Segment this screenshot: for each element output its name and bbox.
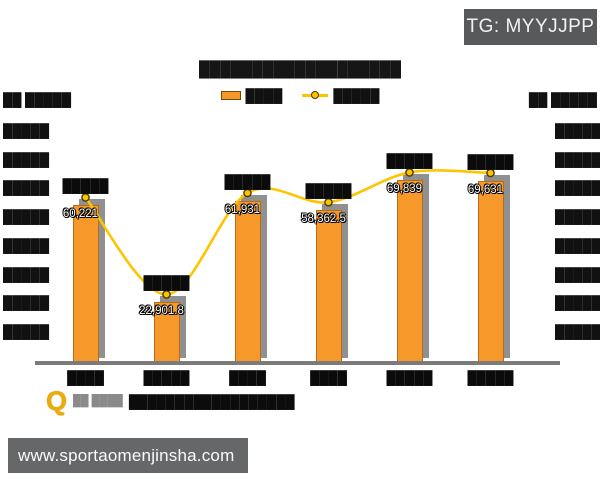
line-series-svg (81, 168, 495, 299)
x-category-label: ████ (310, 370, 347, 385)
right-axis-ticks: █████ █████ █████ █████ █████ █████ █████ █████ (555, 123, 600, 339)
x-category-label: █████ (143, 370, 190, 385)
axis-tick-label: █████ (3, 180, 50, 196)
source-logo-q-icon: Q (46, 386, 68, 416)
bar-value-label: 60,221 (62, 208, 99, 221)
bar-series-swatch-icon (220, 91, 241, 100)
axis-tick-label: █████ (555, 237, 600, 253)
line-point-marker-icon (324, 197, 333, 207)
line-value-label: █████ (143, 275, 190, 291)
x-category-label: █████ (386, 370, 433, 385)
telegram-badge: TG: MYYJJPP (464, 9, 597, 45)
line-series-swatch-icon (302, 90, 329, 99)
plot-area: 60,221 █████ ████ 22,901.8 █████ █████ 61,931 █… (45, 115, 531, 384)
bar (72, 205, 99, 362)
bar (396, 180, 423, 362)
source-pre-text: ██ ████ (73, 395, 123, 407)
bar-value-label: 61,931 (224, 203, 261, 216)
legend-bar-label: ████ (245, 88, 283, 103)
line-point-marker-icon (81, 193, 90, 202)
source-text: ██████████████████ (128, 394, 295, 409)
legend-line-label: █████ (333, 88, 380, 103)
website-banner: www.sportaomenjinsha.com (8, 438, 248, 473)
left-axis-unit-label: ██ █████ (3, 92, 72, 107)
x-category-label: ████ (229, 370, 266, 385)
bar-value-label: 22,901.8 (139, 305, 184, 318)
axis-tick-label: █████ (3, 266, 50, 282)
axis-tick-label: █████ (555, 123, 600, 138)
source-attribution-row: Q ██ ████ ██████████████████ (46, 388, 295, 415)
axis-tick-label: █████ (555, 209, 600, 225)
axis-tick-label: █████ (3, 295, 50, 311)
line-value-label: █████ (467, 153, 514, 169)
left-axis-ticks: █████ █████ █████ █████ █████ █████ █████ █████ (3, 123, 50, 339)
bar-value-label: 69,839 (386, 183, 423, 196)
right-axis-unit-label: ██ █████ (528, 92, 597, 107)
axis-tick-label: █████ (555, 266, 600, 282)
bar (234, 200, 261, 362)
axis-tick-label: █████ (555, 151, 600, 167)
axis-tick-label: █████ (3, 123, 50, 138)
line-value-label: █████ (224, 173, 271, 189)
bar-value-label: 58,362.5 (301, 213, 346, 226)
line-value-label: █████ (305, 183, 352, 199)
telegram-badge-text: TG: MYYJJPP (466, 16, 595, 37)
x-axis-baseline (35, 361, 560, 365)
line-point-marker-icon (405, 168, 414, 177)
line-point-marker-icon (486, 168, 495, 178)
bar-value-label: 69,631 (467, 183, 504, 196)
chart-legend: ████ █████ (0, 89, 600, 102)
bar (153, 302, 180, 362)
axis-tick-label: █████ (3, 237, 50, 253)
chart-title: ███████████████████ (199, 61, 401, 78)
axis-tick-label: █████ (555, 295, 600, 311)
x-category-label: █████ (467, 370, 514, 385)
x-category-label: ████ (67, 370, 104, 385)
line-point-marker-icon (162, 290, 171, 299)
line-value-label: █████ (62, 178, 109, 194)
bar (477, 180, 504, 362)
legend-item-line: █████ (302, 89, 379, 102)
line-point-marker-icon (243, 188, 252, 198)
axis-tick-label: █████ (3, 323, 50, 339)
legend-item-bar: ████ (220, 88, 283, 103)
axis-tick-label: █████ (3, 209, 50, 225)
website-url-text: www.sportaomenjinsha.com (18, 445, 235, 465)
line-value-label: █████ (386, 153, 433, 169)
axis-tick-label: █████ (555, 323, 600, 339)
axis-tick-label: █████ (3, 151, 50, 167)
axis-tick-label: █████ (555, 180, 600, 196)
